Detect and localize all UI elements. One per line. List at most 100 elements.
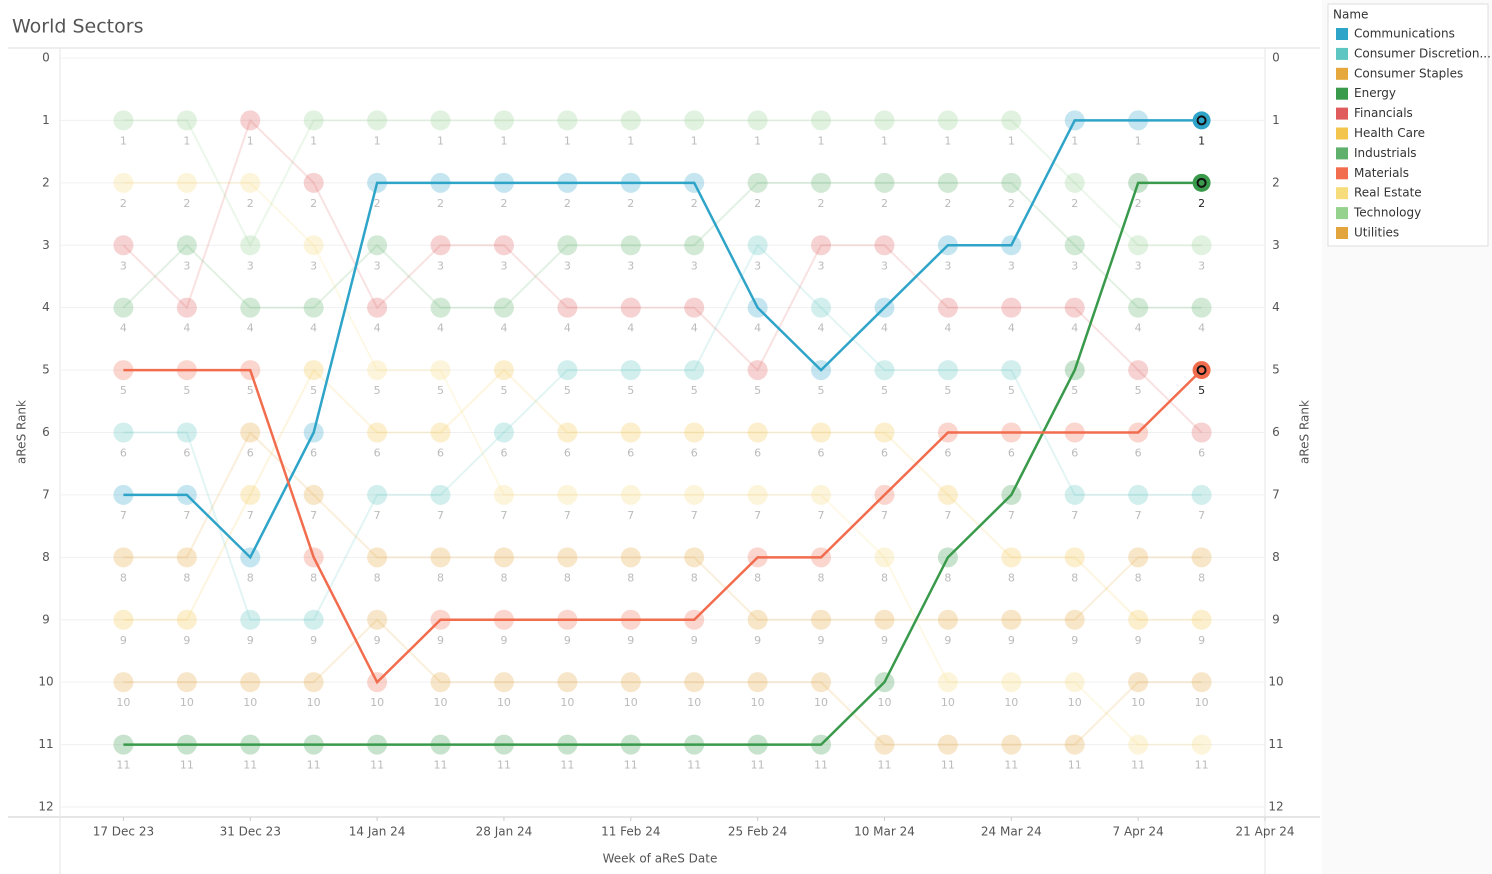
data-label: 2 [183, 197, 190, 210]
point [303, 547, 324, 568]
data-label: 1 [944, 134, 951, 147]
legend-label: Materials [1354, 166, 1409, 180]
data-label: 6 [944, 447, 951, 460]
data-label: 7 [627, 509, 634, 522]
data-label: 10 [941, 696, 955, 709]
point [747, 297, 768, 318]
data-label: 7 [881, 509, 888, 522]
point [747, 672, 768, 693]
data-label: 5 [183, 384, 190, 397]
point [240, 235, 261, 256]
data-label: 2 [310, 197, 317, 210]
point [493, 422, 514, 443]
point [113, 172, 134, 193]
point-ring [1196, 115, 1207, 126]
data-label: 4 [1071, 322, 1078, 335]
point [747, 609, 768, 630]
point [1001, 547, 1022, 568]
point [811, 235, 832, 256]
series: 5 5 5 8 10 9 9 9 9 9 8 8 7 6 6 6 6 5 [113, 360, 1211, 709]
y-tick-label: 7 [42, 487, 50, 501]
series: 2 2 2 3 5 5 7 7 7 7 7 7 8 10 10 10 11 11 [113, 172, 1212, 772]
data-label: 2 [564, 197, 571, 210]
series: 3 4 1 2 4 3 3 4 4 4 5 3 3 4 4 4 5 6 [113, 110, 1212, 460]
data-label: 9 [310, 634, 317, 647]
data-label: 6 [818, 447, 825, 460]
point [176, 672, 197, 693]
data-label: 4 [1135, 322, 1142, 335]
point [557, 484, 578, 505]
data-label: 9 [944, 634, 951, 647]
data-label: 4 [500, 322, 507, 335]
point [1128, 734, 1149, 755]
y-tick-label: 8 [42, 550, 50, 564]
point [113, 422, 134, 443]
point [1064, 484, 1085, 505]
point [176, 547, 197, 568]
data-label: 10 [497, 696, 511, 709]
point [303, 484, 324, 505]
data-label: 1 [183, 134, 190, 147]
series: 4 3 4 4 3 4 4 3 3 3 2 2 2 2 2 3 4 4 [113, 172, 1212, 335]
point-ring [1196, 365, 1207, 376]
data-label: 11 [1004, 759, 1018, 772]
point [367, 360, 388, 381]
data-label: 1 [691, 134, 698, 147]
data-label: 6 [1071, 447, 1078, 460]
data-label: 8 [691, 571, 698, 584]
y-tick-label: 10 [38, 675, 53, 689]
point [874, 734, 895, 755]
data-label: 7 [247, 509, 254, 522]
data-label: 5 [1135, 384, 1142, 397]
point [303, 235, 324, 256]
series: 6 6 9 9 7 7 6 5 5 5 3 4 5 5 5 7 7 7 [113, 235, 1212, 647]
point [303, 110, 324, 131]
point [937, 360, 958, 381]
x-tick-label: 7 Apr 24 [1113, 825, 1164, 839]
data-label: 10 [877, 696, 891, 709]
data-label: 10 [1004, 696, 1018, 709]
data-label: 7 [818, 509, 825, 522]
point [1128, 110, 1149, 131]
point [1192, 361, 1211, 380]
series: 7 7 8 6 2 2 2 2 2 2 4 5 4 3 3 1 1 1 [113, 110, 1211, 584]
data-label: 2 [818, 197, 825, 210]
point [557, 110, 578, 131]
line [123, 119, 1202, 248]
point [493, 110, 514, 131]
data-label: 2 [1135, 197, 1142, 210]
data-label: 5 [374, 384, 381, 397]
point [620, 672, 641, 693]
data-label: 9 [247, 634, 254, 647]
point [113, 734, 134, 755]
data-label: 11 [814, 759, 828, 772]
data-label: 10 [370, 696, 384, 709]
data-label: 11 [687, 759, 701, 772]
data-label: 9 [627, 634, 634, 647]
y2-tick-label: 1 [1272, 113, 1280, 127]
data-label: 3 [691, 259, 698, 272]
point [937, 609, 958, 630]
data-label: 7 [120, 509, 127, 522]
data-label: 7 [1198, 509, 1205, 522]
point [811, 110, 832, 131]
line [123, 119, 1202, 560]
legend-swatch [1336, 127, 1348, 140]
data-label: 11 [624, 759, 638, 772]
data-label: 8 [310, 571, 317, 584]
point [430, 547, 451, 568]
data-label: 1 [1135, 134, 1142, 147]
y-tick-label: 1 [42, 113, 50, 127]
data-label: 5 [1198, 384, 1205, 397]
legend-label: Communications [1354, 27, 1455, 41]
data-label: 10 [814, 696, 828, 709]
point [1064, 734, 1085, 755]
data-label: 4 [374, 322, 381, 335]
data-label: 4 [247, 322, 254, 335]
data-label: 6 [120, 447, 127, 460]
data-label: 6 [564, 447, 571, 460]
data-label: 9 [120, 634, 127, 647]
point [430, 672, 451, 693]
data-label: 1 [818, 134, 825, 147]
point [937, 484, 958, 505]
